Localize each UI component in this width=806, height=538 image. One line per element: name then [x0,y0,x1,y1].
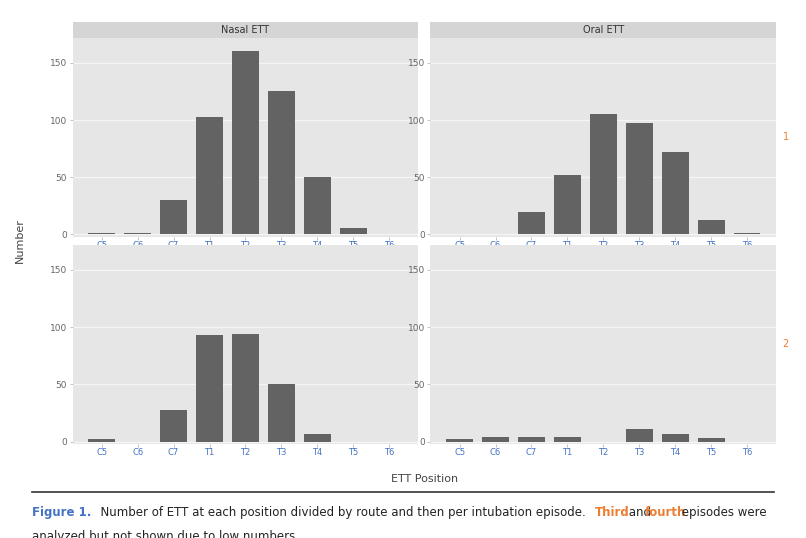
Bar [698,438,725,442]
Bar [232,334,259,442]
Text: 1: 1 [783,132,789,142]
Text: 2: 2 [783,339,789,349]
Bar [590,114,617,235]
Bar [482,437,509,442]
Text: Oral ETT: Oral ETT [583,25,624,34]
Bar [447,439,473,442]
Bar [88,233,115,235]
Text: fourth: fourth [645,506,686,519]
Bar [88,439,115,442]
Bar [625,123,653,235]
Bar [160,409,187,442]
Bar [232,52,259,235]
Text: and: and [625,506,654,519]
Bar [160,200,187,235]
Bar [662,152,688,235]
Text: Nasal ETT: Nasal ETT [222,25,269,34]
Bar [340,228,367,235]
Bar [196,117,223,235]
Bar [268,384,295,442]
Bar [304,177,330,235]
Text: Number: Number [15,218,25,263]
Bar [196,335,223,442]
Bar [124,233,152,235]
Bar [554,175,581,235]
Bar [625,429,653,442]
Bar [518,437,545,442]
FancyBboxPatch shape [73,22,418,38]
Text: episodes were: episodes were [678,506,767,519]
Bar [554,437,581,442]
Bar [733,233,761,235]
Bar [518,211,545,235]
FancyBboxPatch shape [430,22,776,38]
Text: Third: Third [595,506,629,519]
Bar [268,91,295,235]
Bar [304,434,330,442]
Text: analyzed but not shown due to low numbers.: analyzed but not shown due to low number… [32,530,299,538]
Bar [698,220,725,235]
Text: Number of ETT at each position divided by route and then per intubation episode.: Number of ETT at each position divided b… [93,506,589,519]
Text: Figure 1.: Figure 1. [32,506,92,519]
Text: ETT Position: ETT Position [391,474,458,484]
Bar [662,434,688,442]
